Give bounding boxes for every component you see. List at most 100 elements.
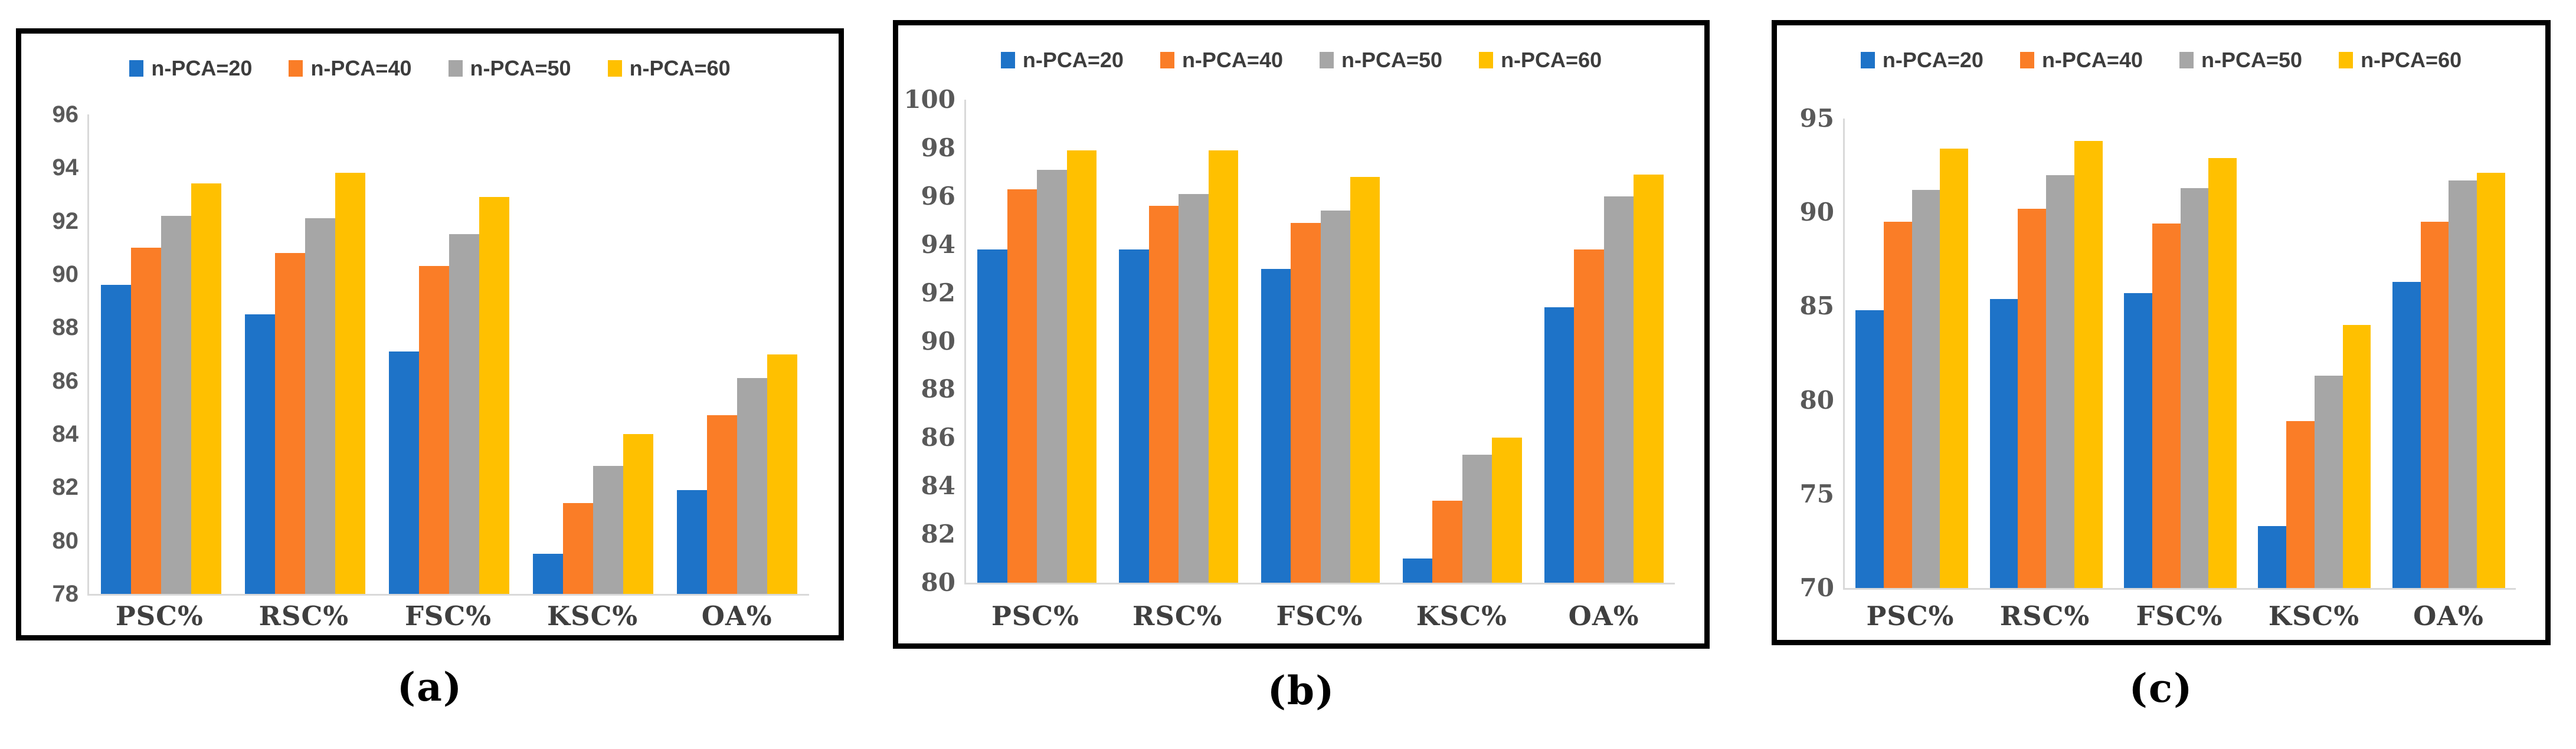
bar xyxy=(449,234,480,594)
bar xyxy=(1544,307,1575,583)
legend-label: n-PCA=20 xyxy=(151,56,253,80)
bar xyxy=(706,415,737,594)
panel-caption: (a) xyxy=(397,664,463,710)
bar xyxy=(1066,150,1096,583)
legend-item: n-PCA=20 xyxy=(1860,48,1983,73)
x-axis-category-label: KSC% xyxy=(2268,600,2360,632)
y-axis-tick-label: 86 xyxy=(921,423,955,452)
bar xyxy=(676,490,707,594)
bar xyxy=(1320,211,1350,583)
bar xyxy=(1261,268,1291,583)
legend-swatch-icon xyxy=(1860,52,1875,68)
y-axis-tick-label: 84 xyxy=(52,421,79,448)
x-axis-category-label: OA% xyxy=(1568,600,1639,632)
bar-groups xyxy=(966,100,1675,583)
bar xyxy=(161,215,192,594)
x-axis-category-label: PSC% xyxy=(115,600,204,632)
chart-frame: n-PCA=20 n-PCA=40 n-PCA=50 n-PCA=60 96 94 92 9… xyxy=(16,28,844,640)
bar xyxy=(1855,310,1884,588)
bar xyxy=(1634,174,1664,583)
legend-swatch-icon xyxy=(2019,52,2034,68)
legend-item: n-PCA=40 xyxy=(289,56,412,81)
y-axis-tick-label: 90 xyxy=(921,326,955,356)
x-axis-labels: PSC% RSC% FSC% KSC% OA% xyxy=(1843,594,2516,638)
bar xyxy=(1603,196,1634,583)
chart-panel: n-PCA=20 n-PCA=40 n-PCA=50 n-PCA=60 95 90 85 8… xyxy=(1772,20,2551,711)
bar-group xyxy=(89,114,233,594)
plot-area: 95 90 85 80 75 70 xyxy=(1800,106,2516,600)
legend-label: n-PCA=40 xyxy=(310,56,412,80)
bar-group xyxy=(2113,119,2247,588)
bar xyxy=(1574,249,1604,583)
y-axis-tick-label: 80 xyxy=(1799,385,1834,415)
plot-area: 100 98 96 94 92 90 88 86 84 82 80 xyxy=(904,87,1675,595)
x-axis-category-label: RSC% xyxy=(1132,600,1223,632)
bar xyxy=(737,378,768,594)
bar xyxy=(1911,190,1940,588)
x-axis-category-label: KSC% xyxy=(1416,600,1507,632)
x-axis-category-label: FSC% xyxy=(404,600,492,632)
legend-item: n-PCA=60 xyxy=(2339,48,2462,73)
legend-item: n-PCA=40 xyxy=(1160,48,1283,73)
y-axis-tick-label: 78 xyxy=(52,581,79,607)
legend-swatch-icon xyxy=(1160,52,1174,68)
bar xyxy=(479,197,510,594)
bar xyxy=(2124,293,2152,588)
bar xyxy=(2392,282,2421,588)
bar xyxy=(130,247,161,594)
y-axis-tick-label: 96 xyxy=(52,101,79,127)
y-axis-tick-label: 70 xyxy=(1799,573,1834,602)
legend-item: n-PCA=60 xyxy=(607,56,731,81)
bar xyxy=(1402,559,1433,583)
y-axis-tick-label: 82 xyxy=(52,474,79,501)
bar-group xyxy=(1845,119,1979,588)
bar-group xyxy=(2247,119,2381,588)
x-axis-category-label: FSC% xyxy=(1276,600,1363,632)
bar xyxy=(274,252,305,594)
chart-frame: n-PCA=20 n-PCA=40 n-PCA=50 n-PCA=60 100 98 96… xyxy=(893,20,1710,649)
bar xyxy=(1940,148,1969,588)
chart-legend: n-PCA=20 n-PCA=40 n-PCA=50 n-PCA=60 xyxy=(1777,48,2545,73)
y-axis-tick-label: 90 xyxy=(1799,198,1834,227)
bar xyxy=(767,354,798,594)
legend-swatch-icon xyxy=(289,60,303,77)
y-axis-tick-label: 94 xyxy=(52,155,79,181)
legend-swatch-icon xyxy=(448,60,463,77)
bar xyxy=(2180,188,2209,588)
bar xyxy=(388,351,419,594)
y-axis-tick-label: 86 xyxy=(52,367,79,394)
bar xyxy=(2258,525,2287,588)
bar-group xyxy=(377,114,521,594)
legend-label: n-PCA=50 xyxy=(2201,48,2303,72)
legend-swatch-icon xyxy=(1000,52,1015,68)
legend-item: n-PCA=40 xyxy=(2019,48,2143,73)
y-axis-tick-label: 88 xyxy=(52,314,79,341)
legend-swatch-icon xyxy=(1320,52,1334,68)
bar xyxy=(2314,376,2343,588)
bar xyxy=(1119,249,1149,583)
bar xyxy=(100,285,131,594)
legend-item: n-PCA=60 xyxy=(1479,48,1602,73)
y-axis-tick-label: 80 xyxy=(52,527,79,554)
bar xyxy=(1350,177,1380,583)
legend-swatch-icon xyxy=(1479,52,1494,68)
bar xyxy=(305,218,336,594)
bar-group xyxy=(665,114,809,594)
bar xyxy=(191,183,222,594)
chart-legend: n-PCA=20 n-PCA=40 n-PCA=50 n-PCA=60 xyxy=(21,56,839,81)
bar xyxy=(1432,500,1462,583)
bar xyxy=(1291,222,1321,583)
chart-frame: n-PCA=20 n-PCA=40 n-PCA=50 n-PCA=60 95 90 85 8… xyxy=(1772,20,2551,645)
legend-item: n-PCA=50 xyxy=(2179,48,2302,73)
y-axis-tick-label: 95 xyxy=(1799,104,1834,133)
y-axis-tick-label: 84 xyxy=(921,471,955,501)
bar xyxy=(418,266,449,594)
bar xyxy=(2074,141,2103,588)
bar xyxy=(562,503,593,594)
bar xyxy=(1462,454,1492,583)
bar xyxy=(244,314,275,594)
legend-label: n-PCA=60 xyxy=(629,56,731,80)
x-axis-category-label: OA% xyxy=(701,600,773,632)
y-axis-tick-label: 92 xyxy=(52,208,79,234)
x-axis-labels: PSC% RSC% FSC% KSC% OA% xyxy=(964,590,1675,641)
